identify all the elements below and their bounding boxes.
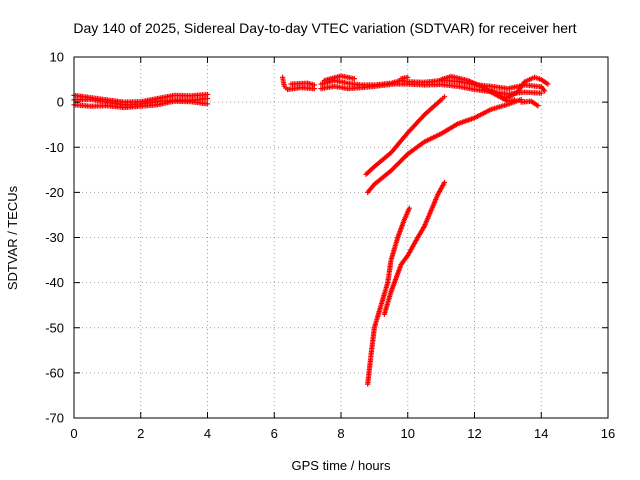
y-tick-label: -20: [45, 185, 64, 200]
data-point: [351, 76, 357, 82]
x-tick-label: 4: [204, 426, 211, 441]
y-tick-label: -40: [45, 275, 64, 290]
x-tick-label: 12: [467, 426, 481, 441]
y-tick-label: -60: [45, 365, 64, 380]
y-tick-label: 0: [57, 95, 64, 110]
y-tick-label: -30: [45, 230, 64, 245]
x-tick-label: 0: [70, 426, 77, 441]
data-point: [441, 179, 448, 186]
y-tick-label: -50: [45, 320, 64, 335]
y-tick-label: -10: [45, 140, 64, 155]
data-point: [538, 90, 544, 96]
data-point: [535, 103, 541, 109]
axis-ticks: [73, 56, 609, 419]
data-point: [545, 81, 551, 87]
data-point: [541, 88, 548, 94]
grid-lines: [74, 57, 608, 418]
y-axis-label: SDTVAR / TECUs: [5, 185, 20, 290]
x-tick-label: 8: [337, 426, 344, 441]
x-tick-label: 6: [271, 426, 278, 441]
chart-title: Day 140 of 2025, Sidereal Day-to-day VTE…: [73, 20, 576, 36]
x-tick-labels: 0 2 4 6 8 10 12 14 16: [70, 426, 615, 441]
y-tick-labels: 10 0 -10 -20 -30 -40 -50 -60 -70: [45, 50, 64, 426]
x-tick-label: 16: [601, 426, 615, 441]
y-tick-label: -70: [45, 411, 64, 426]
x-tick-label: 2: [137, 426, 144, 441]
data-point: [406, 205, 413, 211]
x-axis-label: GPS time / hours: [292, 458, 391, 473]
data-point: [204, 91, 211, 98]
data-points: [71, 73, 551, 387]
data-point: [518, 96, 524, 103]
data-point: [311, 82, 317, 88]
x-tick-label: 14: [534, 426, 548, 441]
x-tick-label: 10: [401, 426, 415, 441]
data-point: [405, 74, 411, 80]
data-point: [441, 94, 448, 100]
y-tick-label: 10: [50, 50, 64, 65]
data-point: [204, 101, 211, 107]
